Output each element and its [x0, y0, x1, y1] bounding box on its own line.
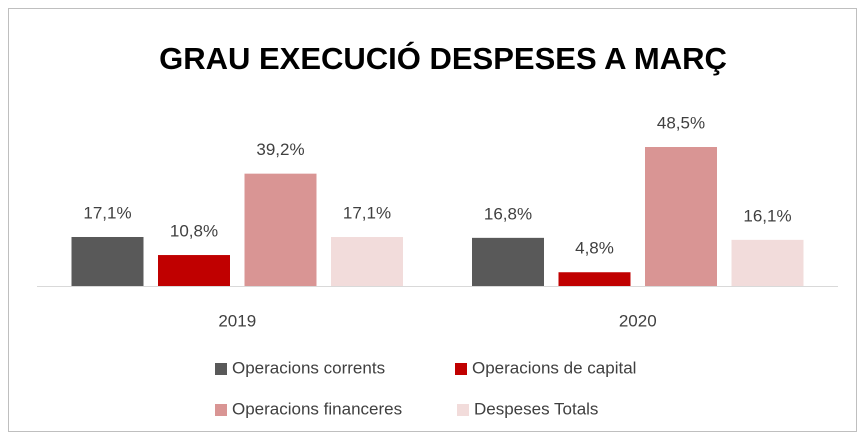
legend-label: Operacions financeres — [232, 399, 402, 418]
bar — [158, 255, 230, 286]
chart-title: GRAU EXECUCIÓ DESPESES A MARÇ — [159, 40, 727, 76]
x-tick-label: 2020 — [619, 311, 657, 330]
legend-swatch — [215, 404, 227, 416]
bar — [331, 236, 403, 286]
data-label: 48,5% — [657, 113, 705, 132]
data-label: 16,1% — [743, 206, 791, 225]
bar — [558, 272, 631, 286]
legend-label: Operacions corrents — [232, 358, 385, 377]
bar — [472, 237, 544, 286]
bar — [244, 173, 317, 286]
legend-swatch — [455, 363, 467, 375]
legend-swatch — [457, 404, 469, 416]
bar — [71, 236, 144, 286]
x-tick-label: 2019 — [218, 311, 256, 330]
data-label: 17,1% — [343, 203, 391, 222]
data-label: 10,8% — [170, 222, 218, 241]
bar — [645, 147, 717, 286]
bar — [731, 239, 804, 286]
legend-label: Operacions de capital — [472, 358, 636, 377]
data-label: 4,8% — [575, 239, 614, 258]
legend-swatch — [215, 363, 227, 375]
data-label: 16,8% — [484, 204, 532, 223]
data-label: 39,2% — [256, 140, 304, 159]
data-label: 17,1% — [83, 203, 131, 222]
legend-label: Despeses Totals — [474, 399, 598, 418]
